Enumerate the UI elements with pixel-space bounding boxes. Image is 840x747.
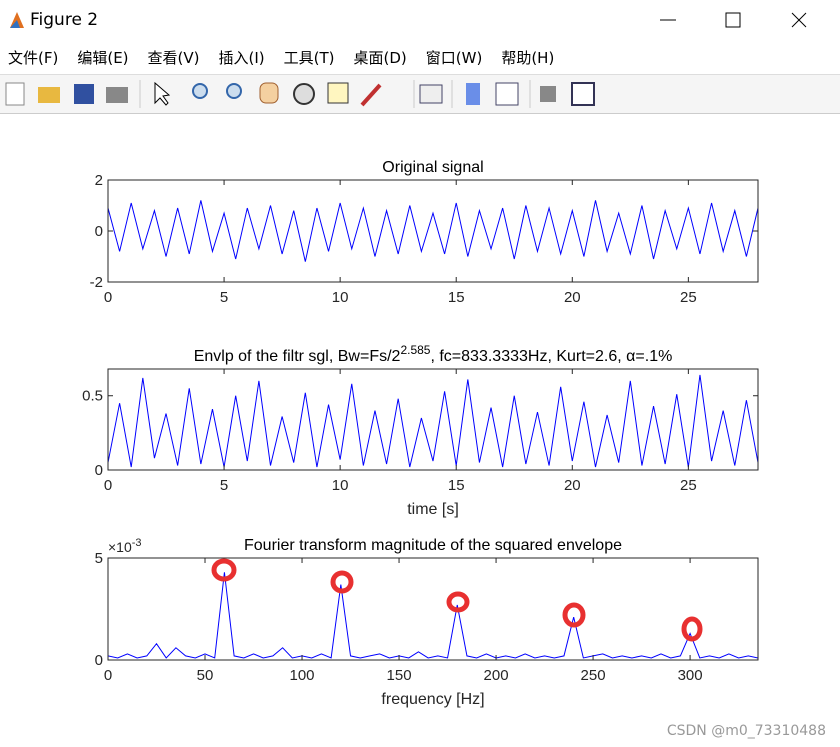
title-part: Envlp of the filtr sgl, Bw=Fs/2 [194,348,401,365]
title-bar: Figure 2 [0,0,840,40]
x-tick-label: 15 [448,477,465,494]
multiplier-exp: -3 [132,537,142,549]
y-tick-label: 2 [95,172,103,189]
data-layer [108,374,758,468]
data-layer [108,200,758,262]
data-layer [108,572,758,659]
x-axis-label: frequency [Hz] [381,691,484,708]
window-controls[interactable] [640,0,840,40]
plot-area [108,180,758,282]
app-icon [10,12,24,28]
x-tick-label: 0 [104,289,112,306]
axes-box [107,557,759,661]
title-part: , fc=833.3333Hz, Kurt=2.6, α=.1% [430,348,672,365]
x-tick-label: 10 [332,477,349,494]
x-tick-label: 300 [678,667,703,684]
title-part: Fourier transform magnitude of the squar… [244,537,622,554]
x-tick-label: 15 [448,289,465,306]
signal-line [108,572,758,659]
x-tick-label: 0 [104,667,112,684]
multiplier-base: ×10 [108,539,132,555]
x-tick-label: 20 [564,477,581,494]
x-axis-label: time [s] [407,501,459,518]
menu-item[interactable]: 窗口(W) [425,48,483,67]
plot-area [108,369,758,470]
x-tick-label: 25 [680,289,697,306]
signal-line [108,374,758,468]
x-tick-label: 100 [290,667,315,684]
y-tick-label: 0.5 [82,388,103,405]
axes-title: Fourier transform magnitude of the squar… [244,537,622,554]
menu-item[interactable]: 工具(T) [283,48,335,67]
signal-line [108,200,758,262]
y-tick-label: 5 [95,550,103,567]
menu-item[interactable]: 编辑(E) [77,48,129,67]
toolbar [0,74,840,114]
axes-box [107,368,759,471]
x-tick-label: 25 [680,477,697,494]
y-tick-label: 0 [95,462,103,479]
menu-item[interactable]: 文件(F) [8,48,59,67]
x-tick-label: 5 [220,289,228,306]
x-tick-label: 20 [564,289,581,306]
toolbar-icons[interactable] [0,75,620,113]
x-tick-label: 0 [104,477,112,494]
menu-item[interactable]: 插入(I) [218,48,265,67]
title-part: Original signal [382,159,483,176]
axes: 0 5 10 15 20 25 0 0.5 Envlp of the filtr sgl, Bw… [82,343,759,518]
y-tick-label: 0 [95,652,103,669]
x-tick-label: 5 [220,477,228,494]
x-tick-label: 10 [332,289,349,306]
menu-bar: 文件(F) 编辑(E) 查看(V) 插入(I) 工具(T) 桌面(D) 窗口(W) 帮助(H) [0,40,840,74]
plot-area [108,558,758,660]
y-multiplier: ×10-3 [108,537,142,555]
axes: 0 50 100 150 200 250 300 0 5 Fourier transform ma… [95,537,759,708]
title-part: 2.585 [400,343,430,357]
window-title: Figure 2 [30,10,99,30]
y-tick-label: 0 [95,223,103,240]
menu-item[interactable]: 桌面(D) [353,48,407,67]
x-tick-label: 50 [197,667,214,684]
watermark: CSDN @m0_73310488 [666,723,826,739]
menu-item[interactable]: 帮助(H) [501,48,555,67]
axes-title: Original signal [382,159,483,176]
y-tick-label: -2 [90,274,103,291]
x-tick-label: 200 [484,667,509,684]
axes-title: Envlp of the filtr sgl, Bw=Fs/22.585, fc… [194,343,673,365]
x-tick-label: 150 [387,667,412,684]
x-tick-label: 250 [581,667,606,684]
menu-item[interactable]: 查看(V) [147,48,200,67]
